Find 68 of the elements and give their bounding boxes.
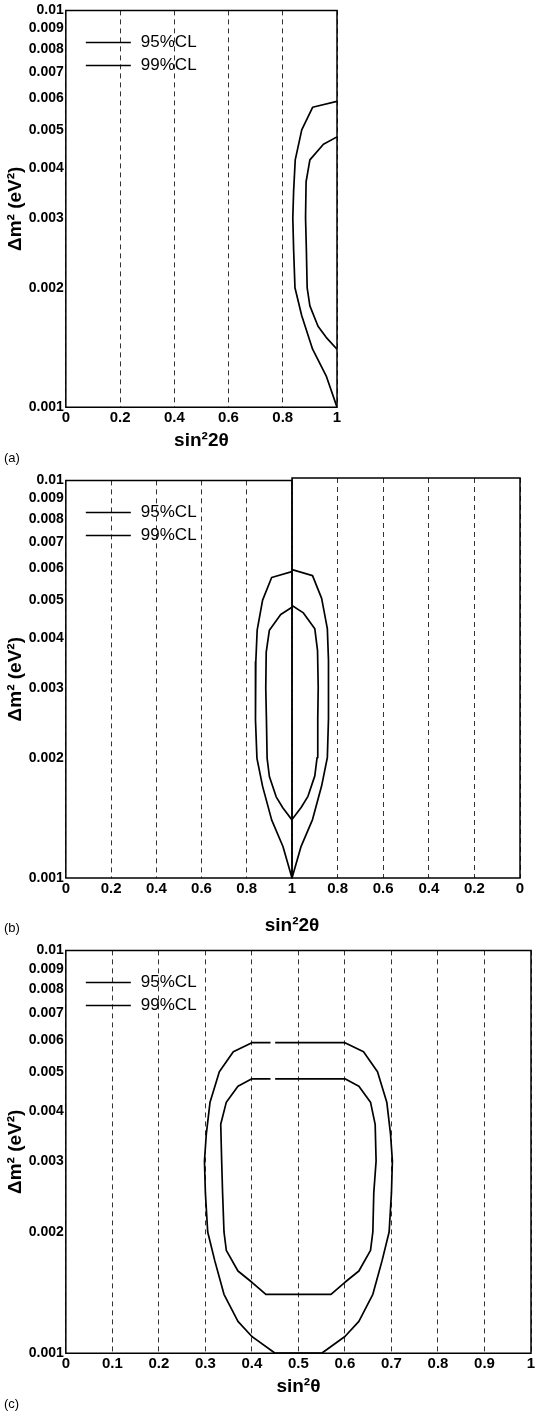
- y-tick-label: 0.005: [28, 1062, 65, 1079]
- y-tick-label: 0.004: [28, 629, 65, 646]
- x-tick-label: 0.1: [101, 1354, 123, 1372]
- y-tick-label: 0.01: [36, 471, 65, 488]
- y-tick-label: 0.007: [28, 532, 65, 549]
- x-tick-label: 0.2: [109, 408, 131, 426]
- legend-label: 95%CL: [140, 502, 197, 522]
- y-tick-label: 0.004: [28, 159, 65, 176]
- y-axis-title: Δm² (eV²): [3, 166, 25, 251]
- legend-label: 95%CL: [140, 972, 197, 992]
- x-tick-label: 0.4: [418, 879, 440, 897]
- y-tick-label: 0.008: [28, 509, 65, 526]
- y-tick-label: 0.003: [28, 1151, 65, 1168]
- x-axis-title: sin²2θ: [174, 428, 229, 450]
- y-axis-title: Δm² (eV²): [3, 1109, 25, 1194]
- y-tick-label: 0.002: [28, 1222, 65, 1239]
- y-tick-label: 0.006: [28, 559, 65, 576]
- y-tick-label: 0.006: [28, 89, 65, 106]
- y-tick-label: 0.01: [36, 941, 65, 958]
- x-tick-label: 0.8: [236, 879, 258, 897]
- x-tick-label: 0.4: [145, 879, 168, 897]
- x-tick-label: 0.6: [334, 1354, 356, 1372]
- text: (a): [4, 450, 20, 465]
- y-tick-label: 0.009: [28, 19, 65, 36]
- x-tick-label: 0.8: [272, 408, 294, 426]
- x-tick-label: 0.4: [163, 408, 186, 426]
- x-axis-title: sin²2θ: [264, 914, 320, 936]
- x-tick-label: 0.6: [218, 408, 239, 426]
- x-tick-label: 0.9: [474, 1354, 495, 1372]
- y-tick-label: 0.01: [36, 1, 65, 18]
- y-tick-label: 0.004: [28, 1101, 65, 1118]
- y-tick-label: 0.008: [28, 39, 65, 56]
- legend-label: 99%CL: [140, 525, 197, 545]
- legend-label: 99%CL: [140, 995, 197, 1015]
- y-tick-label: 0.002: [28, 278, 65, 295]
- y-tick-label: 0.005: [28, 120, 65, 137]
- x-tick-label: 0: [61, 879, 71, 897]
- legend-label: 99%CL: [140, 55, 197, 75]
- x-tick-label: 0.8: [427, 1354, 449, 1372]
- x-tick-label: 1: [526, 1354, 536, 1372]
- y-tick-label: 0.009: [28, 959, 65, 976]
- y-tick-label: 0.007: [28, 62, 65, 79]
- x-tick-label: 0.2: [463, 879, 485, 897]
- y-tick-label: 0.003: [28, 679, 65, 696]
- y-tick-label: 0.007: [28, 1003, 65, 1020]
- legend-label: 95%CL: [140, 32, 197, 52]
- y-tick-label: 0.006: [28, 1030, 65, 1047]
- y-axis-title: Δm² (eV²): [3, 637, 25, 722]
- y-tick-label: 0.005: [28, 590, 65, 607]
- x-tick-label: 0.2: [100, 879, 122, 897]
- x-tick-label: 0.7: [381, 1354, 402, 1372]
- text: (b): [4, 920, 20, 935]
- x-tick-label: 0.2: [148, 1354, 170, 1372]
- x-axis-title: sin²θ: [276, 1374, 321, 1396]
- x-tick-label: 1: [332, 408, 342, 426]
- x-tick-label: 0.3: [194, 1354, 216, 1372]
- x-tick-label: 0: [515, 879, 525, 897]
- x-tick-label: 0.5: [287, 1354, 309, 1372]
- x-tick-label: 0.6: [372, 879, 394, 897]
- y-tick-label: 0.002: [28, 749, 65, 766]
- y-tick-label: 0.008: [28, 980, 65, 997]
- x-tick-label: 0.8: [327, 879, 349, 897]
- x-tick-label: 0.4: [241, 1354, 263, 1372]
- text: (c): [4, 1396, 20, 1411]
- x-tick-label: 1: [287, 879, 297, 897]
- x-tick-label: 0.6: [191, 879, 212, 897]
- y-tick-label: 0.003: [28, 208, 65, 225]
- y-tick-label: 0.009: [28, 489, 65, 506]
